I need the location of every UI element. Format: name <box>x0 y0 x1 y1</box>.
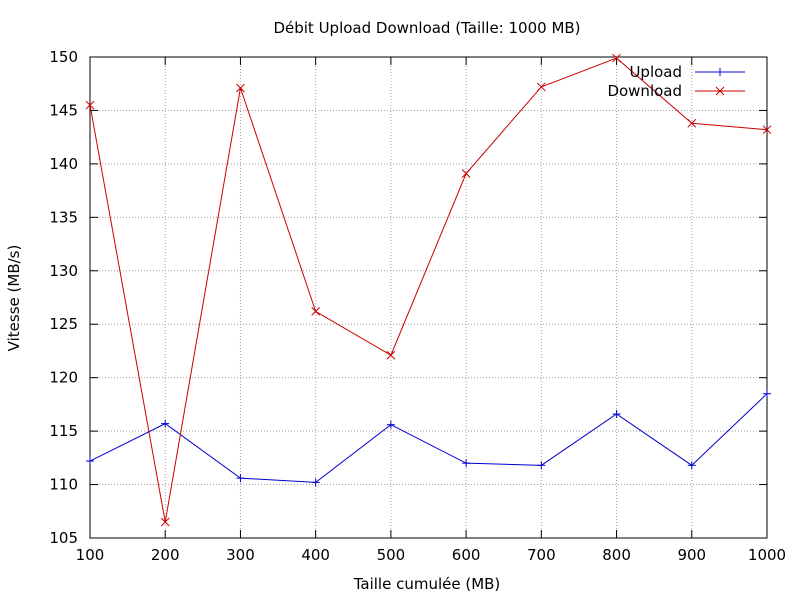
y-tick-label: 110 <box>49 476 78 494</box>
download-point <box>762 125 772 135</box>
legend-item-download: Download <box>607 82 745 100</box>
grid-lines <box>90 57 767 538</box>
legend-marker-upload <box>716 68 724 76</box>
download-point <box>311 307 321 316</box>
chart-title: Débit Upload Download (Taille: 1000 MB) <box>273 19 580 37</box>
x-tick-label: 800 <box>602 546 631 564</box>
download-point <box>687 118 697 128</box>
y-tick-label: 120 <box>49 369 78 387</box>
x-axis-tick-labels: 100 200 300 400 500 600 700 800 900 1000 <box>76 546 786 564</box>
y-tick-label: 135 <box>49 208 78 226</box>
x-tick-label: 400 <box>301 546 330 564</box>
legend-item-upload: Upload <box>629 63 745 81</box>
download-point <box>85 100 95 110</box>
legend-label-upload: Upload <box>629 63 682 81</box>
x-tick-label: 100 <box>76 546 105 564</box>
x-tick-label: 700 <box>527 546 556 564</box>
y-tick-label: 140 <box>49 155 78 173</box>
download-point <box>536 82 546 92</box>
y-tick-label: 150 <box>49 48 78 66</box>
axis-ticks <box>89 56 768 539</box>
download-point <box>386 350 396 360</box>
x-tick-label: 600 <box>452 546 481 564</box>
y-axis-label: Vitesse (MB/s) <box>5 245 23 352</box>
download-point <box>160 517 170 527</box>
upload-point <box>161 419 170 428</box>
x-tick-label: 900 <box>677 546 706 564</box>
download-point <box>236 83 245 93</box>
upload-point <box>612 410 621 419</box>
download-point <box>612 53 621 63</box>
upload-point <box>311 478 320 487</box>
y-tick-label: 125 <box>49 315 78 333</box>
series-group <box>85 53 772 527</box>
y-tick-label: 115 <box>49 422 78 440</box>
upload-line <box>89 393 768 483</box>
x-tick-label: 1000 <box>748 546 786 564</box>
legend-marker-download <box>715 86 725 96</box>
series-download <box>85 53 772 527</box>
y-tick-label: 145 <box>49 101 78 119</box>
y-tick-label: 130 <box>49 262 78 280</box>
upload-point <box>537 461 546 470</box>
upload-point <box>763 389 771 398</box>
upload-point <box>687 461 696 470</box>
upload-point <box>86 457 94 466</box>
x-tick-label: 200 <box>151 546 180 564</box>
y-tick-label: 105 <box>49 529 78 547</box>
x-tick-label: 500 <box>377 546 406 564</box>
plot-area-border <box>89 56 768 539</box>
series-upload <box>86 389 771 487</box>
x-axis-label: Taille cumulée (MB) <box>353 575 501 593</box>
upload-point <box>386 420 395 429</box>
download-point <box>461 169 471 178</box>
upload-point <box>462 459 471 468</box>
x-tick-label: 300 <box>226 546 255 564</box>
download-line <box>89 57 768 523</box>
y-axis-tick-labels: 105 110 115 120 125 130 135 140 145 150 <box>49 48 78 547</box>
upload-point <box>236 474 245 483</box>
legend-label-download: Download <box>607 82 682 100</box>
